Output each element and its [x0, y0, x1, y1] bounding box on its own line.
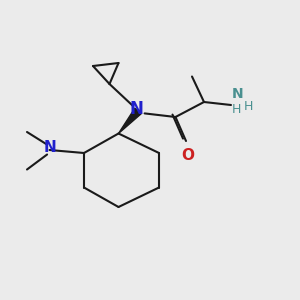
Text: N: N — [232, 87, 244, 101]
Text: O: O — [181, 148, 194, 163]
Polygon shape — [118, 108, 141, 134]
Text: N: N — [44, 140, 56, 155]
Text: N: N — [130, 100, 143, 118]
Text: H: H — [244, 100, 253, 113]
Text: H: H — [232, 103, 242, 116]
